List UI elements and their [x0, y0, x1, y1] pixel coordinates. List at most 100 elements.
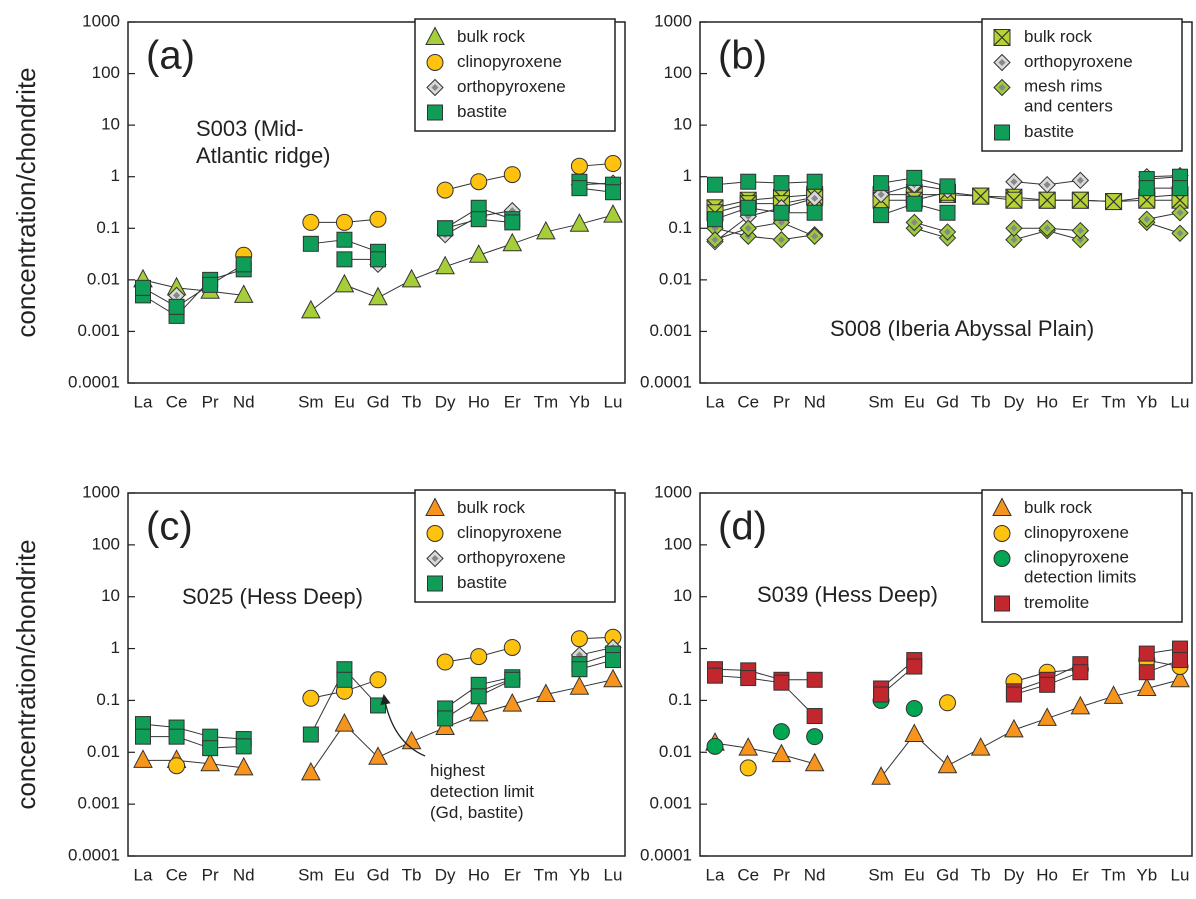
data-point	[1039, 676, 1056, 693]
data-point	[202, 276, 219, 293]
data-point	[739, 759, 757, 777]
diamond-inner	[1010, 224, 1018, 232]
data-point	[871, 766, 891, 785]
y-tick-label: 100	[92, 63, 120, 82]
y-tick-label: 10	[673, 586, 692, 605]
data-point	[437, 220, 454, 237]
x-tick-label: Eu	[904, 392, 925, 411]
annotation: S039 (Hess Deep)	[757, 582, 938, 607]
data-point	[773, 175, 790, 192]
data-point	[569, 213, 590, 232]
data-point	[135, 279, 151, 296]
series-line	[714, 194, 815, 209]
legend-label: bulk rock	[1024, 27, 1093, 46]
data-point	[739, 219, 757, 237]
data-point	[1138, 645, 1155, 662]
data-point	[905, 213, 923, 232]
data-point	[570, 157, 588, 175]
data-point	[707, 211, 723, 228]
diamond-inner	[431, 84, 439, 91]
data-point	[1038, 175, 1056, 194]
x-square-cross	[993, 29, 1011, 46]
data-point	[1103, 685, 1124, 704]
data-point	[873, 686, 890, 703]
legend-marker	[993, 53, 1011, 72]
series-line	[714, 742, 815, 765]
data-point	[436, 181, 454, 199]
data-point	[1005, 173, 1023, 191]
x-tick-label: Pr	[773, 392, 790, 411]
x-tick-label: Yb	[569, 865, 590, 884]
panel-label: (d)	[718, 505, 767, 549]
data-point	[233, 284, 254, 303]
y-tick-label: 0.0001	[640, 372, 692, 391]
x-tick-label: Lu	[604, 865, 623, 884]
legend-marker	[994, 124, 1010, 141]
data-point	[571, 661, 588, 678]
data-point	[401, 730, 422, 750]
x-tick-label: Eu	[334, 865, 355, 884]
data-point	[368, 746, 388, 765]
data-point	[873, 175, 890, 192]
data-point	[939, 178, 956, 195]
data-point	[706, 231, 724, 249]
y-tick-label: 1000	[82, 482, 120, 501]
legend-marker	[993, 29, 1011, 46]
data-point	[772, 723, 790, 741]
data-point	[1072, 664, 1089, 681]
data-point	[235, 256, 252, 273]
data-point	[972, 187, 990, 205]
data-point	[1005, 686, 1022, 703]
data-point	[470, 688, 487, 705]
series-line	[142, 263, 244, 308]
data-point	[335, 213, 353, 231]
legend-box	[981, 18, 1183, 152]
x-tick-label: Sm	[298, 865, 324, 884]
x-tick-label: Tm	[1101, 865, 1126, 884]
y-tick-label: 0.1	[668, 218, 692, 237]
x-tick-label: Sm	[298, 392, 324, 411]
panel-label: (a)	[146, 34, 195, 78]
diamond-inner	[998, 59, 1006, 66]
data-point	[970, 737, 991, 756]
x-square-cross	[972, 187, 990, 205]
data-point	[468, 244, 489, 263]
data-point	[605, 184, 621, 201]
x-tick-label: Dy	[435, 865, 456, 884]
y-tick-label: 0.01	[87, 269, 120, 288]
diamond-inner	[910, 218, 918, 226]
series-line	[142, 279, 244, 296]
data-point	[806, 708, 823, 725]
diamond-inner	[777, 236, 785, 244]
x-tick-label: Dy	[435, 392, 456, 411]
data-point	[740, 199, 757, 216]
legend-marker	[426, 549, 444, 568]
data-point	[1172, 180, 1188, 197]
data-point	[301, 299, 321, 319]
data-point	[302, 213, 320, 231]
legend-label: orthopyroxene	[457, 77, 566, 96]
legend-box	[981, 489, 1183, 623]
data-point	[502, 693, 523, 712]
data-point	[906, 169, 923, 186]
data-point	[336, 251, 353, 268]
series-line	[143, 736, 244, 749]
data-point	[504, 671, 521, 688]
data-point	[1037, 707, 1057, 726]
legend-box	[414, 18, 616, 132]
y-tick-label: 0.1	[668, 690, 692, 709]
data-point	[706, 737, 724, 755]
series-line	[714, 196, 815, 214]
x-tick-label: Ce	[166, 392, 188, 411]
data-point	[873, 207, 890, 224]
x-square-cross	[1071, 191, 1089, 209]
data-point	[168, 298, 185, 315]
x-tick-label: Ce	[737, 392, 759, 411]
data-point	[301, 761, 321, 781]
diamond-inner	[811, 194, 819, 202]
series-line	[714, 227, 815, 241]
legend-marker	[427, 575, 443, 592]
data-point	[938, 223, 957, 241]
legend-label: clinopyroxene	[1024, 523, 1129, 542]
